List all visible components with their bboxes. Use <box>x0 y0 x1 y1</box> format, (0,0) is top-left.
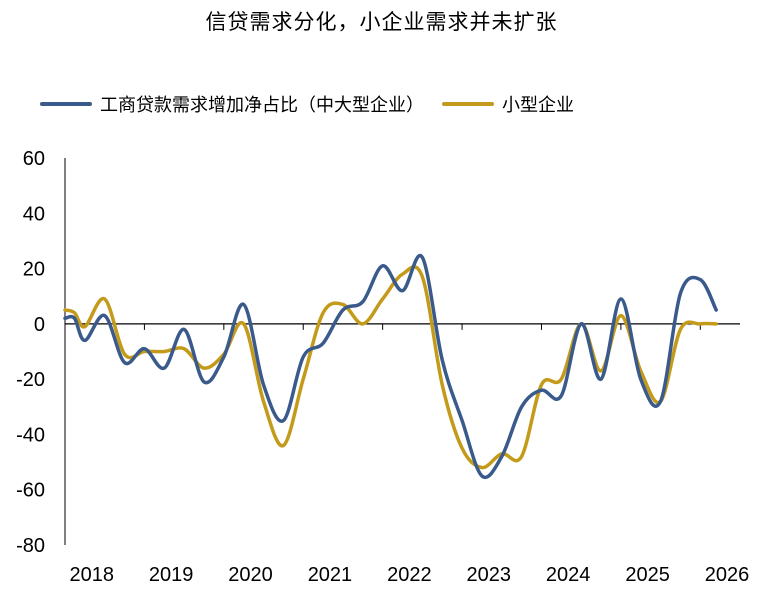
y-tick-label: 20 <box>23 259 45 281</box>
legend-item-small-enterprise: 小型企业 <box>442 91 574 117</box>
y-tick-label: 60 <box>23 148 45 170</box>
x-tick-label: 2024 <box>546 564 591 586</box>
y-tick-label: -60 <box>16 480 45 502</box>
x-tick-label: 2026 <box>705 564 750 586</box>
legend-swatch-small-enterprise <box>442 102 494 106</box>
legend-label-large-enterprise: 工商贷款需求增加净占比（中大型企业） <box>100 95 424 116</box>
legend-item-large-enterprise: 工商贷款需求增加净占比（中大型企业） <box>40 91 424 117</box>
x-tick-label: 2023 <box>467 564 512 586</box>
x-tick-label: 2022 <box>387 564 432 586</box>
y-tick-label: -40 <box>16 424 45 446</box>
y-tick-label: 40 <box>23 203 45 225</box>
x-tick-label: 2019 <box>149 564 194 586</box>
legend: 工商贷款需求增加净占比（中大型企业） 小型企业 <box>40 92 740 116</box>
x-tick-label: 2021 <box>308 564 353 586</box>
x-tick-label: 2020 <box>228 564 273 586</box>
x-tick-label: 2025 <box>625 564 670 586</box>
legend-swatch-large-enterprise <box>40 102 92 106</box>
series-line-large-enterprise <box>63 253 718 480</box>
chart-title: 信贷需求分化，小企业需求并未扩张 <box>205 10 558 34</box>
legend-label-small-enterprise: 小型企业 <box>502 95 574 116</box>
y-tick-label: -80 <box>16 535 45 557</box>
y-tick-label: 0 <box>34 314 45 336</box>
y-tick-label: -20 <box>16 369 45 391</box>
x-tick-label: 2018 <box>69 564 114 586</box>
